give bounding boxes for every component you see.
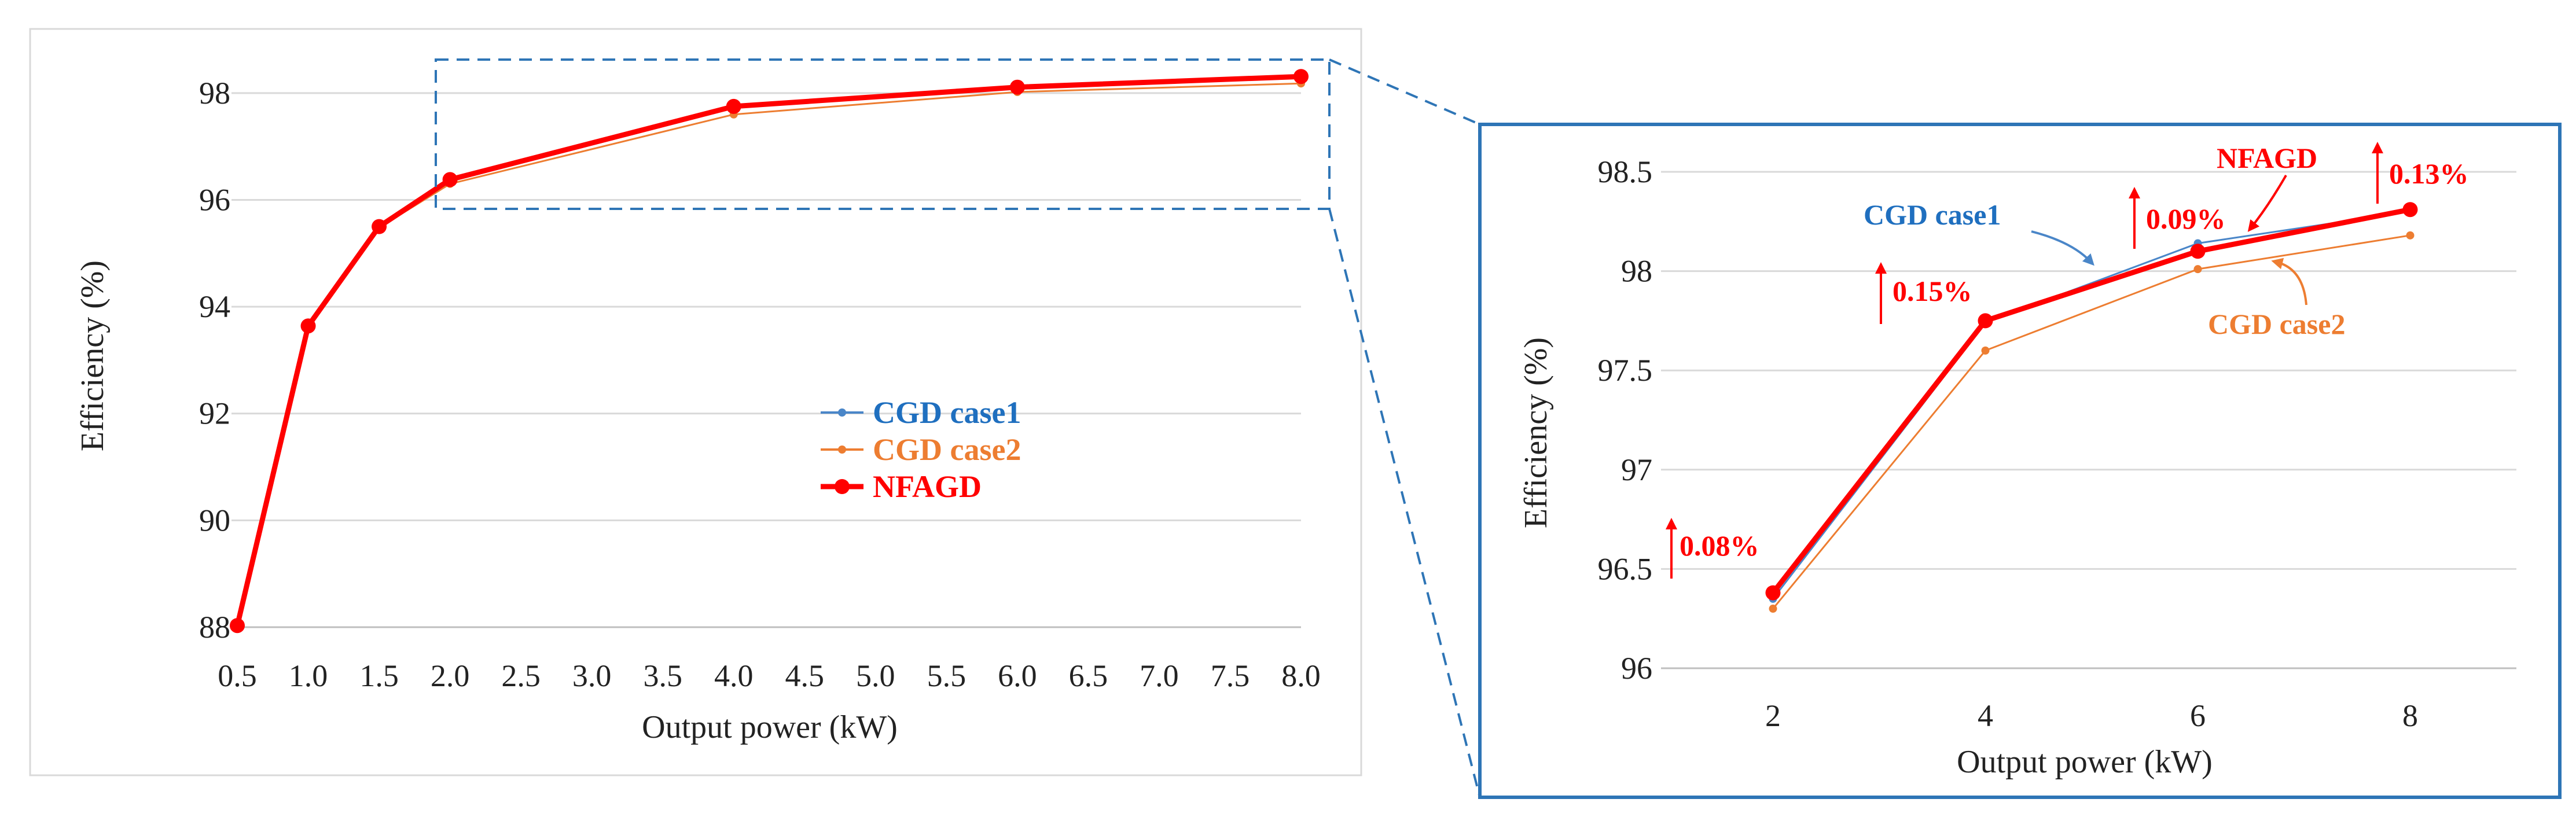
- main-gridlines: [231, 92, 1301, 628]
- annotation-0p09: 0.09%: [2129, 187, 2226, 249]
- main-point-nfagd: [726, 98, 741, 114]
- main-y-axis-title: Efficiency (%): [75, 260, 111, 451]
- annotation-0p13: 0.13%: [2372, 142, 2469, 204]
- callout-arrow-cgd-case1: [2031, 230, 2094, 266]
- main-series: [230, 69, 1309, 634]
- legend-item-nfagd: NFAGD: [821, 469, 982, 504]
- zoom-point-nfagd: [1765, 585, 1781, 601]
- zoom-point-cgd-case2: [2406, 231, 2415, 240]
- legend-item-cgd-case1: CGD case1: [821, 395, 1021, 430]
- zoom-series-line-nfagd: [1770, 207, 2413, 596]
- zoom-point-nfagd: [2402, 202, 2418, 218]
- main-point-nfagd: [372, 219, 387, 234]
- zoom-connector-top: [1329, 58, 1480, 126]
- zoom-x-tick-label: 8: [2402, 698, 2418, 733]
- main-x-tick-label: 6.0: [998, 658, 1037, 693]
- zoom-y-tick-label: 97: [1621, 452, 1652, 487]
- zoom-y-tick-label: 98.5: [1598, 154, 1653, 189]
- zoom-x-axis-title: Output power (kW): [1957, 744, 2213, 780]
- main-x-tick-label: 0.5: [218, 658, 257, 693]
- main-x-tick-label: 4.5: [785, 658, 825, 693]
- zoom-x-tick-labels: 2 4 6 8: [1765, 698, 2418, 733]
- zoom-chart-frame: [1478, 123, 2562, 799]
- legend-label-nfagd: NFAGD: [873, 469, 982, 504]
- main-chart: 88 90 92 94 96 98 0.5 1.0 1.5 2.0 2.5 3.0 3.5 4.0 4.5…: [29, 28, 1362, 776]
- main-point-nfagd: [442, 172, 458, 187]
- main-x-tick-label: 5.0: [856, 658, 895, 693]
- main-y-tick-label: 90: [199, 503, 230, 537]
- zoom-point-cgd-case2: [1981, 346, 1990, 355]
- annotation-text-0p13: 0.13%: [2389, 157, 2469, 190]
- callout-cgd-case1: CGD case1: [1864, 198, 2094, 266]
- callout-nfagd: NFAGD: [2217, 142, 2317, 232]
- main-x-tick-label: 2.5: [501, 658, 541, 693]
- zoom-connector-bottom: [1328, 208, 1481, 798]
- main-y-tick-labels: 88 90 92 94 96 98: [199, 76, 230, 645]
- callout-label-cgd-case2: CGD case2: [2208, 308, 2345, 340]
- main-point-nfagd: [1293, 69, 1309, 84]
- main-y-tick-label: 96: [199, 182, 230, 217]
- zoom-x-tick-label: 4: [1978, 698, 1993, 733]
- zoom-series-line-cgd-case2: [1772, 234, 2411, 610]
- callout-cgd-case2: CGD case2: [2208, 257, 2345, 340]
- legend-marker-cgd-case2: [838, 446, 846, 454]
- zoom-series: [1765, 202, 2418, 613]
- zoom-point-cgd-case2: [2193, 265, 2202, 274]
- zoom-x-tick-label: 2: [1765, 698, 1781, 733]
- main-y-tick-label: 92: [199, 396, 230, 431]
- zoom-chart: 96 96.5 97 97.5 98 98.5 2 4 6 8 Output power (kW…: [1478, 123, 2562, 799]
- callout-label-nfagd: NFAGD: [2217, 142, 2317, 174]
- main-point-nfagd: [230, 618, 245, 634]
- annotation-text-0p15: 0.15%: [1893, 275, 1972, 307]
- main-x-tick-label: 8.0: [1281, 658, 1321, 693]
- main-legend: CGD case1 CGD case2 NFAGD: [821, 395, 1021, 504]
- main-x-tick-label: 3.5: [643, 658, 682, 693]
- main-y-tick-label: 88: [199, 610, 230, 645]
- main-point-nfagd: [300, 318, 316, 334]
- legend-item-cgd-case2: CGD case2: [821, 432, 1021, 467]
- zoom-connectors: [1328, 58, 1481, 798]
- zoom-x-tick-label: 6: [2190, 698, 2206, 733]
- zoom-y-tick-label: 96.5: [1598, 551, 1653, 586]
- legend-marker-cgd-case1: [838, 408, 846, 417]
- annotation-text-0p09: 0.09%: [2146, 203, 2226, 235]
- main-x-tick-label: 6.5: [1069, 658, 1108, 693]
- main-x-tick-label: 4.0: [714, 658, 754, 693]
- main-x-tick-label: 5.5: [927, 658, 967, 693]
- annotation-text-0p08: 0.08%: [1680, 529, 1759, 562]
- main-x-tick-label: 7.5: [1211, 658, 1250, 693]
- legend-label-cgd-case1: CGD case1: [873, 395, 1021, 430]
- zoom-point-nfagd: [2190, 244, 2206, 259]
- zoom-point-nfagd: [1978, 313, 1993, 329]
- annotation-0p08: 0.08%: [1666, 518, 1759, 579]
- legend-marker-nfagd: [835, 479, 850, 494]
- main-x-tick-labels: 0.5 1.0 1.5 2.0 2.5 3.0 3.5 4.0 4.5 5.0 5.5 6.0 6.5 7…: [218, 658, 1321, 693]
- callout-label-cgd-case1: CGD case1: [1864, 198, 2001, 231]
- zoom-y-axis-title: Efficiency (%): [1518, 337, 1554, 528]
- zoom-y-tick-label: 98: [1621, 254, 1652, 289]
- callout-arrow-cgd-case2: [2271, 257, 2307, 305]
- main-x-tick-label: 7.0: [1140, 658, 1179, 693]
- main-x-tick-label: 1.5: [359, 658, 399, 693]
- annotation-0p15: 0.15%: [1875, 262, 1972, 324]
- main-point-nfagd: [1009, 79, 1025, 95]
- zoom-y-tick-labels: 96 96.5 97 97.5 98 98.5: [1598, 154, 1653, 686]
- zoom-point-cgd-case2: [1769, 605, 1777, 613]
- main-y-tick-label: 94: [199, 289, 230, 324]
- main-x-tick-label: 1.0: [289, 658, 328, 693]
- zoom-y-tick-label: 96: [1621, 651, 1652, 686]
- main-chart-frame: [29, 28, 1362, 776]
- main-y-tick-label: 98: [199, 76, 230, 111]
- zoom-gridlines: [1661, 171, 2516, 669]
- zoom-y-tick-label: 97.5: [1598, 353, 1653, 388]
- callout-arrow-nfagd: [2247, 175, 2287, 232]
- zoom-region-box: [435, 58, 1331, 210]
- main-x-tick-label: 3.0: [572, 658, 612, 693]
- main-x-tick-label: 2.0: [431, 658, 470, 693]
- main-x-axis-title: Output power (kW): [642, 709, 898, 745]
- legend-label-cgd-case2: CGD case2: [873, 432, 1021, 467]
